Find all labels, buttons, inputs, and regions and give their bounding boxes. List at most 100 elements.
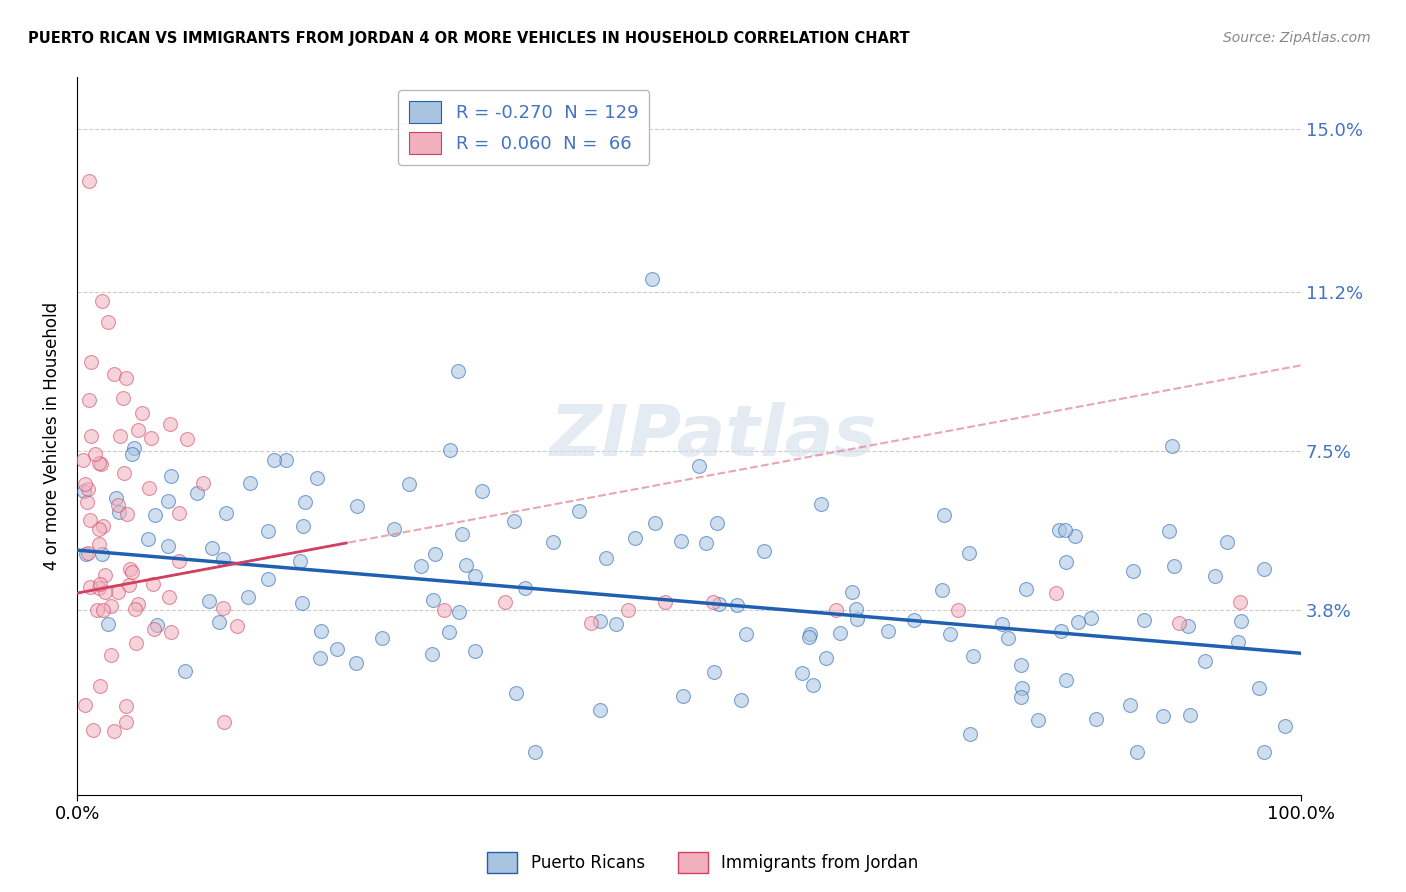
Point (420, 647, 443, 661)
Point (257, 524, 280, 538)
Point (644, 516, 666, 531)
Point (226, 619, 249, 633)
Point (160, 468, 183, 483)
Point (1047, 524, 1070, 538)
Point (157, 494, 180, 508)
Point (112, 466, 135, 480)
Y-axis label: 4 or more Vehicles in Household: 4 or more Vehicles in Household (44, 302, 60, 570)
Point (1274, 719, 1296, 733)
Point (167, 554, 190, 568)
Point (142, 577, 165, 591)
Point (1204, 569, 1226, 583)
Point (654, 595, 676, 609)
Point (568, 503, 591, 517)
Point (118, 578, 141, 592)
Point (725, 598, 748, 612)
Point (433, 603, 456, 617)
Point (846, 611, 869, 625)
Point (589, 703, 612, 717)
Point (1126, 745, 1149, 759)
Point (1253, 745, 1275, 759)
Point (1045, 586, 1067, 600)
Point (114, 699, 136, 714)
Point (76, 495, 98, 509)
Point (107, 498, 129, 512)
Point (156, 540, 179, 554)
Point (288, 554, 311, 568)
Point (274, 453, 297, 467)
Point (73, 477, 96, 491)
Point (1159, 524, 1181, 538)
Point (1084, 712, 1107, 726)
Point (79, 173, 101, 187)
Legend: R = -0.270  N = 129, R =  0.060  N =  66: R = -0.270 N = 129, R = 0.060 N = 66 (398, 90, 650, 165)
Point (709, 597, 731, 611)
Point (624, 531, 647, 545)
Point (176, 432, 198, 446)
Point (91, 519, 114, 533)
Point (77, 546, 100, 560)
Point (91, 602, 114, 616)
Point (439, 442, 461, 457)
Point (79, 580, 101, 594)
Point (464, 644, 486, 658)
Point (311, 624, 333, 638)
Point (541, 535, 564, 549)
Point (121, 565, 143, 579)
Legend: Puerto Ricans, Immigrants from Jordan: Puerto Ricans, Immigrants from Jordan (481, 846, 925, 880)
Point (191, 475, 214, 490)
Point (1229, 615, 1251, 629)
Point (456, 558, 478, 572)
Point (959, 727, 981, 741)
Point (90, 293, 112, 308)
Point (797, 630, 820, 644)
Point (305, 471, 328, 485)
Point (1064, 529, 1087, 543)
Point (122, 441, 145, 455)
Point (87, 456, 110, 470)
Point (94, 584, 117, 599)
Point (131, 406, 153, 420)
Point (1054, 555, 1077, 569)
Point (86, 602, 108, 616)
Point (174, 664, 197, 678)
Point (1010, 690, 1032, 704)
Point (948, 603, 970, 617)
Point (1011, 681, 1033, 695)
Point (398, 477, 420, 491)
Point (957, 545, 980, 559)
Point (263, 453, 285, 467)
Point (82, 723, 104, 737)
Point (97, 617, 120, 632)
Point (157, 591, 180, 605)
Point (344, 656, 367, 670)
Point (211, 601, 233, 615)
Point (1132, 613, 1154, 627)
Point (1122, 564, 1144, 578)
Point (1015, 582, 1038, 597)
Point (290, 595, 312, 609)
Point (828, 626, 851, 640)
Point (294, 495, 316, 509)
Point (100, 648, 122, 662)
Point (688, 459, 710, 474)
Point (127, 423, 149, 437)
Point (876, 624, 898, 638)
Point (136, 533, 159, 547)
Point (801, 678, 824, 692)
Point (735, 627, 758, 641)
Point (79, 393, 101, 408)
Point (997, 631, 1019, 645)
Point (159, 625, 181, 640)
Point (73, 484, 96, 499)
Point (1119, 698, 1142, 712)
Point (931, 583, 953, 598)
Point (706, 516, 728, 531)
Point (1161, 439, 1184, 453)
Point (1049, 624, 1071, 639)
Point (371, 632, 394, 646)
Point (75, 547, 97, 561)
Point (1054, 524, 1077, 538)
Point (1229, 595, 1251, 609)
Point (505, 686, 527, 700)
